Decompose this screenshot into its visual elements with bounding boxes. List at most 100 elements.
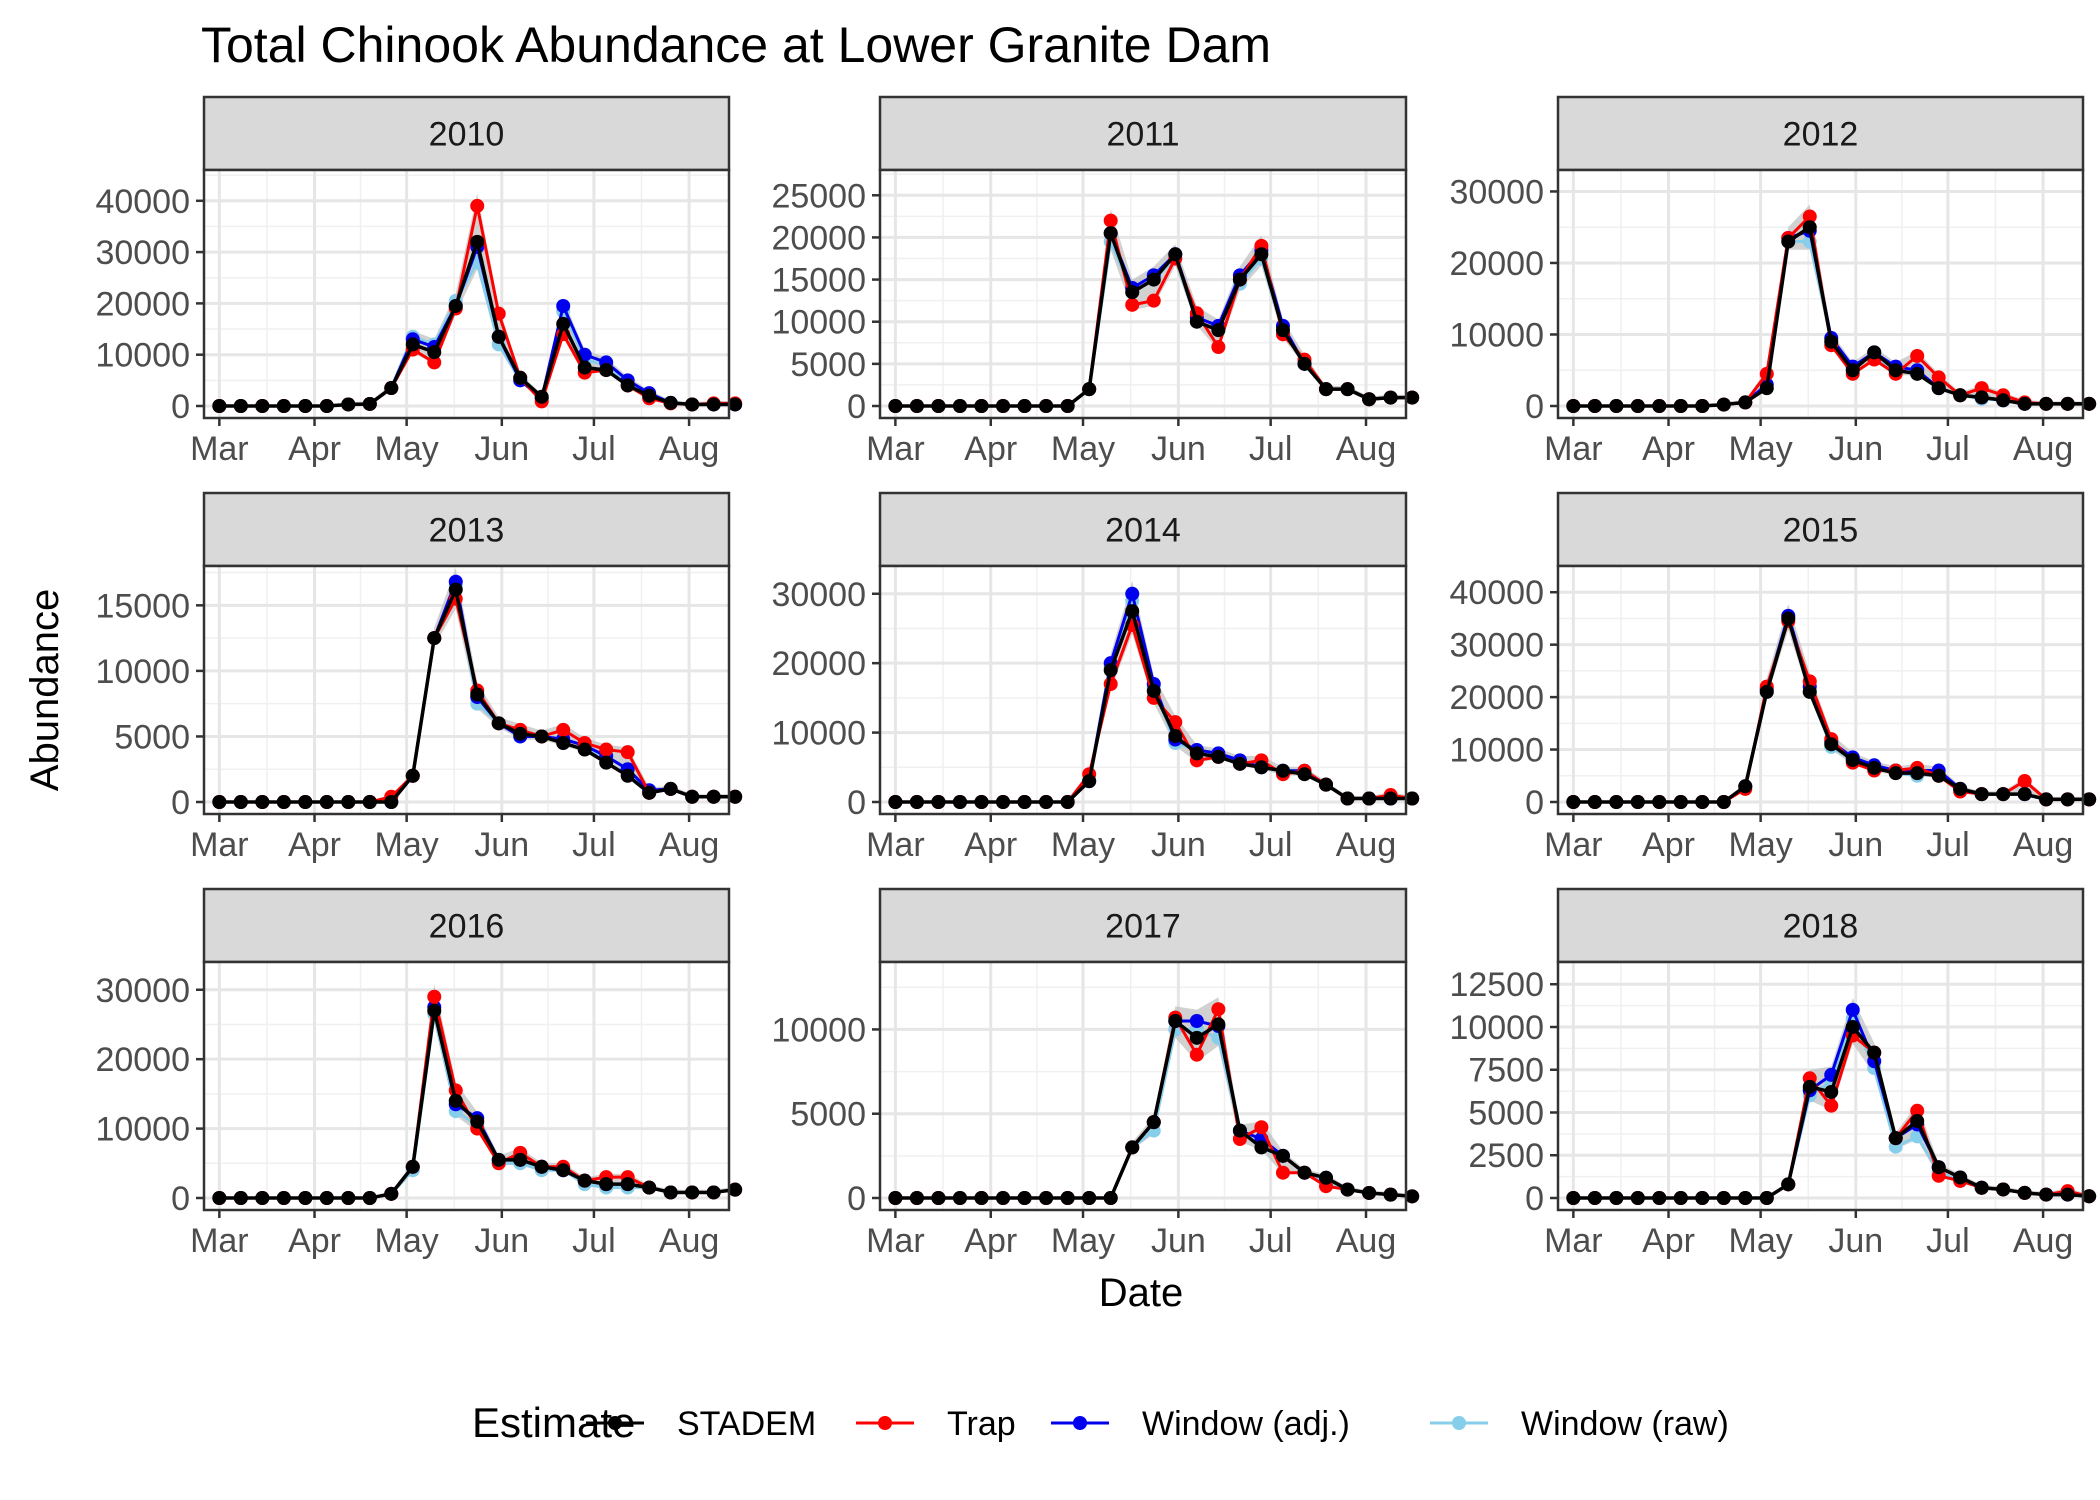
data-point-stadem	[470, 1114, 485, 1129]
data-point-stadem	[1867, 345, 1882, 360]
data-point-stadem	[1781, 611, 1796, 626]
data-point-stadem	[491, 716, 506, 731]
y-tick-label: 0	[171, 388, 190, 426]
x-tick-label: Aug	[1336, 1222, 1397, 1260]
data-point-stadem	[931, 1191, 946, 1205]
data-point-stadem	[1888, 766, 1903, 781]
data-point-stadem	[2082, 396, 2097, 411]
data-point-stadem	[685, 1185, 700, 1200]
data-point-stadem	[1103, 1191, 1118, 1205]
data-point-stadem	[556, 1163, 571, 1178]
data-point-stadem	[1297, 356, 1312, 371]
x-tick-label: Aug	[1336, 430, 1397, 468]
data-point-stadem	[1888, 1131, 1903, 1146]
data-point-stadem	[513, 726, 528, 741]
data-point-trap	[1824, 1098, 1839, 1113]
data-point-stadem	[1017, 795, 1032, 809]
data-point-stadem	[298, 1191, 313, 1205]
data-point-stadem	[1039, 399, 1054, 413]
panel-2014: 2014 0 10000 20000 30000 Mar Apr May Jun Jul Aug	[771, 491, 1420, 864]
data-point-stadem	[974, 399, 989, 413]
data-point-stadem	[2039, 1187, 2054, 1202]
data-point-stadem	[1652, 795, 1667, 809]
data-point-stadem	[1146, 272, 1161, 287]
x-tick-label: Mar	[866, 430, 925, 468]
facet-strip-label: 2013	[429, 512, 505, 550]
y-tick-label: 40000	[1449, 574, 1544, 612]
data-point-stadem	[1630, 399, 1645, 413]
data-point-stadem	[1845, 363, 1860, 378]
data-point-stadem	[2017, 787, 2032, 802]
data-point-stadem	[888, 1191, 903, 1205]
panel-border	[1556, 960, 2085, 1212]
data-point-stadem	[1168, 1014, 1183, 1028]
data-point-stadem	[534, 729, 549, 744]
data-point-stadem	[1738, 779, 1753, 794]
data-point-stadem	[1039, 1191, 1054, 1205]
data-point-stadem	[599, 755, 614, 770]
data-point-stadem	[448, 582, 463, 597]
data-point-stadem	[996, 795, 1011, 809]
data-point-stadem	[362, 1191, 377, 1205]
data-point-stadem	[1103, 226, 1118, 241]
data-point-stadem	[556, 736, 571, 750]
data-point-stadem	[974, 795, 989, 809]
data-point-stadem	[1609, 795, 1624, 809]
data-point-stadem	[1673, 1191, 1688, 1205]
y-tick-label: 10000	[1449, 316, 1544, 354]
data-point-stadem	[620, 378, 635, 393]
data-point-stadem	[1566, 795, 1581, 809]
x-tick-label: Apr	[288, 430, 341, 468]
data-point-stadem	[341, 795, 356, 809]
data-point-stadem	[427, 631, 442, 646]
x-tick-label: Apr	[1642, 430, 1695, 468]
data-point-stadem	[1340, 382, 1355, 397]
x-tick-label: Aug	[659, 826, 720, 864]
data-point-stadem	[1996, 787, 2011, 802]
data-point-stadem	[1189, 746, 1204, 761]
x-tick-label: Aug	[659, 430, 720, 468]
legend-key-point	[1452, 1416, 1466, 1430]
facet-strip	[1556, 95, 2085, 172]
x-tick-label: Jun	[1828, 826, 1883, 864]
data-point-stadem	[577, 742, 592, 757]
data-point-stadem	[470, 234, 485, 249]
x-tick-label: Jul	[1926, 430, 1969, 468]
data-point-stadem	[1673, 795, 1688, 809]
data-point-stadem	[1232, 1123, 1247, 1138]
y-tick-label: 5000	[790, 1096, 866, 1134]
data-point-stadem	[1738, 395, 1753, 410]
data-point-stadem	[298, 399, 313, 413]
data-point-stadem	[663, 781, 678, 796]
x-tick-label: Jun	[1151, 1222, 1206, 1260]
data-point-stadem	[405, 1159, 420, 1174]
data-point-trap	[1910, 348, 1925, 363]
data-point-stadem	[996, 1191, 1011, 1205]
data-point-stadem	[931, 399, 946, 413]
y-tick-label: 5000	[1468, 1094, 1544, 1132]
facet-strip	[878, 491, 1408, 568]
data-point-stadem	[405, 768, 420, 783]
data-point-stadem	[1189, 314, 1204, 329]
panel-background	[1558, 566, 2083, 814]
data-point-stadem	[1996, 1182, 2011, 1197]
facet-strip	[878, 95, 1408, 172]
facet-strip	[202, 887, 731, 964]
x-tick-label: Jul	[1249, 430, 1292, 468]
y-tick-label: 0	[171, 784, 190, 822]
data-point-stadem	[1211, 749, 1226, 764]
x-tick-label: May	[1051, 826, 1115, 864]
data-point-stadem	[319, 399, 334, 413]
x-tick-label: Apr	[964, 826, 1017, 864]
y-tick-label: 20000	[1449, 679, 1544, 717]
facet-strip-label: 2014	[1105, 512, 1181, 550]
x-tick-label: Jul	[1926, 1222, 1969, 1260]
data-point-stadem	[1587, 1191, 1602, 1205]
data-point-stadem	[1910, 1114, 1925, 1129]
data-point-stadem	[1759, 684, 1774, 699]
data-point-stadem	[2017, 396, 2032, 411]
data-point-stadem	[1759, 1191, 1774, 1205]
x-tick-label: Mar	[866, 826, 925, 864]
y-tick-label: 2500	[1468, 1137, 1544, 1175]
data-point-stadem	[909, 1191, 924, 1205]
